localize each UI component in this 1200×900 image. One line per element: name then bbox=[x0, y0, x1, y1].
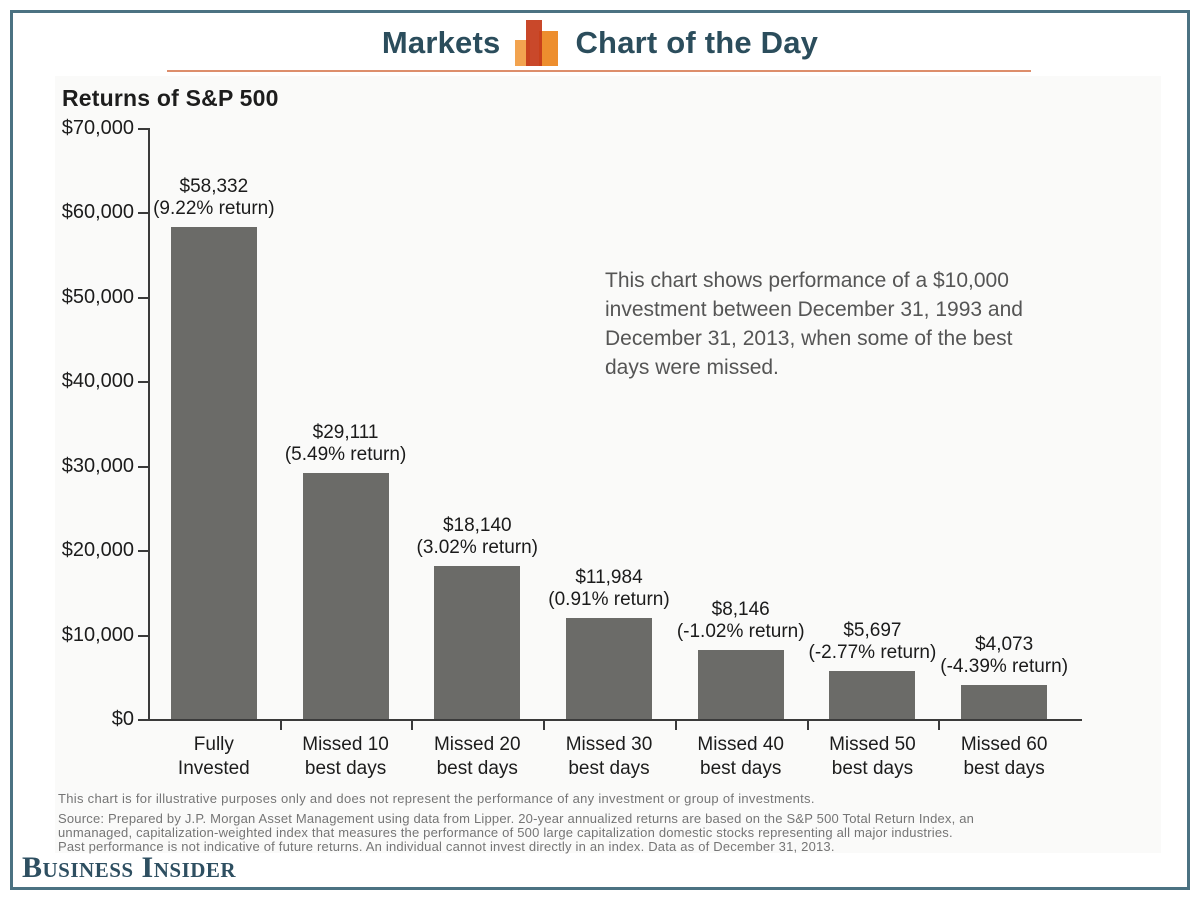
bar-category-label: Missed 60 best days bbox=[960, 734, 1048, 779]
x-tick bbox=[279, 721, 282, 730]
x-tick bbox=[674, 721, 677, 730]
bar-value-label: $58,332 (9.22% return) bbox=[153, 175, 275, 219]
source-note: Source: Prepared by J.P. Morgan Asset Ma… bbox=[58, 811, 975, 854]
bar-value-label: $11,984 (0.91% return) bbox=[548, 566, 670, 610]
bar-5 bbox=[829, 670, 916, 719]
bar-4 bbox=[697, 650, 784, 719]
y-tick-label: $30,000 bbox=[61, 454, 134, 477]
disclaimer-note: This chart is for illustrative purposes … bbox=[58, 791, 815, 806]
y-tick bbox=[138, 550, 148, 553]
bar-category-label: Missed 10 best days bbox=[302, 734, 389, 779]
x-axis-line bbox=[148, 719, 1082, 721]
y-tick bbox=[138, 719, 148, 721]
bar-0 bbox=[170, 226, 257, 719]
x-tick bbox=[543, 721, 546, 730]
x-tick bbox=[938, 721, 941, 730]
bar-chart-icon bbox=[515, 20, 560, 66]
chart-annotation: This chart shows performance of a $10,00… bbox=[605, 269, 1023, 379]
x-tick bbox=[411, 721, 414, 730]
bar-6 bbox=[961, 684, 1048, 719]
bar-value-label: $18,140 (3.02% return) bbox=[416, 514, 538, 558]
bar-category-label: Missed 20 best days bbox=[433, 734, 521, 779]
header: Markets Chart of the Day bbox=[0, 20, 1200, 66]
plot-area: $0 $10,000 $20,000 $30,000 $40,000 $50,000 $60… bbox=[55, 76, 1161, 853]
y-tick-label: $40,000 bbox=[61, 370, 134, 393]
icon-bar-right bbox=[539, 31, 559, 66]
y-tick-label: $60,000 bbox=[61, 201, 134, 224]
business-insider-logo: Business Insider bbox=[22, 851, 237, 884]
bar-3 bbox=[566, 617, 652, 719]
x-tick bbox=[806, 721, 809, 730]
bar-2 bbox=[434, 565, 521, 719]
y-tick bbox=[138, 634, 148, 637]
y-tick-label: $70,000 bbox=[61, 117, 134, 139]
icon-bar-middle bbox=[526, 20, 543, 66]
chart-of-the-day-label: Chart of the Day bbox=[575, 25, 819, 60]
y-axis-line bbox=[148, 128, 150, 721]
y-tick bbox=[138, 128, 148, 130]
y-tick bbox=[138, 212, 148, 215]
bar-category-label: Missed 40 best days bbox=[697, 734, 784, 779]
header-underline bbox=[167, 70, 1031, 72]
bar-value-label: $29,111 (5.49% return) bbox=[284, 422, 407, 466]
y-tick bbox=[138, 465, 148, 468]
y-tick-label: $50,000 bbox=[61, 285, 134, 308]
bar-category-label: Missed 50 best days bbox=[829, 734, 916, 779]
y-tick-label: $10,000 bbox=[61, 623, 134, 646]
y-tick-label: $20,000 bbox=[61, 539, 134, 562]
bar-1 bbox=[302, 473, 389, 719]
y-tick bbox=[138, 381, 148, 384]
bar-value-label: $4,073 (-4.39% return) bbox=[940, 633, 1069, 677]
y-tick bbox=[138, 296, 148, 299]
bar-category-label: Missed 30 best days bbox=[565, 734, 653, 779]
bar-category-label: Fully Invested bbox=[177, 734, 250, 779]
markets-label: Markets bbox=[381, 25, 501, 60]
chart-title: Returns of S&P 500 bbox=[62, 85, 279, 111]
y-tick-label: $0 bbox=[111, 708, 134, 730]
bar-value-label: $8,146 (-1.02% return) bbox=[676, 599, 805, 643]
bar-value-label: $5,697 (-2.77% return) bbox=[808, 619, 937, 663]
chart-figure: Returns of S&P 500 $0 $10,000 $20,000 $30,0… bbox=[55, 76, 1161, 853]
